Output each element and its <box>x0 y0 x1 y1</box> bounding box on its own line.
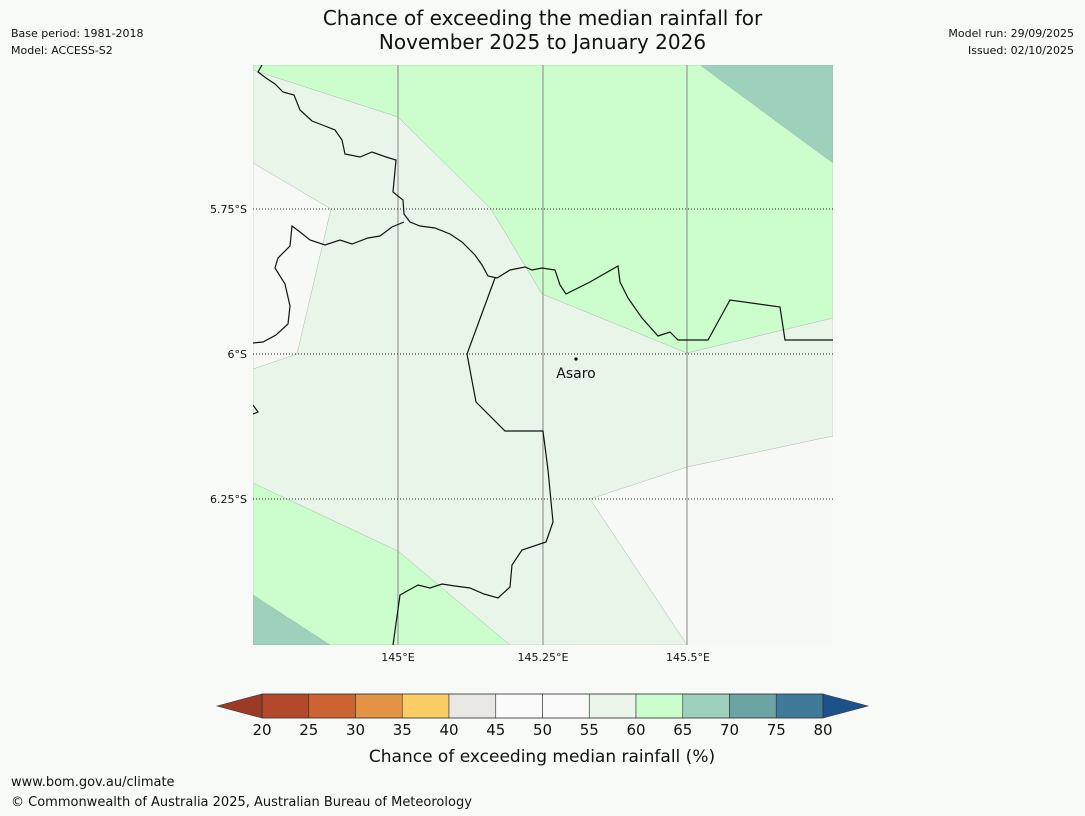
legend-label: Chance of exceeding median rainfall (%) <box>369 747 715 767</box>
issued-date: Issued: 02/10/2025 <box>967 44 1074 57</box>
legend-tick-label: 30 <box>346 721 365 739</box>
legend-cell <box>682 693 730 719</box>
legend-cells <box>261 693 824 719</box>
legend-cell <box>542 693 590 719</box>
legend-cell <box>448 693 497 719</box>
model-name: Model: ACCESS-S2 <box>11 44 113 57</box>
legend-cell <box>729 693 777 719</box>
legend-tick-label: 50 <box>533 721 552 739</box>
legend-ticks: 20 25 30 35 40 45 50 55 60 65 70 75 80 <box>252 721 832 739</box>
title-line-1: Chance of exceeding the median rainfall … <box>322 6 763 30</box>
legend-tick-label: 20 <box>252 721 271 739</box>
legend-colorbar: 20 25 30 35 40 45 50 55 60 65 70 75 80 <box>215 693 870 739</box>
lon-label-145-5e: 145.5°E <box>666 651 710 664</box>
model-run: Model run: 29/09/2025 <box>948 27 1074 40</box>
footer-url[interactable]: www.bom.gov.au/climate <box>11 775 175 790</box>
map-area[interactable] <box>253 65 833 645</box>
legend-under-arrow <box>215 693 263 719</box>
legend-cell <box>775 693 824 719</box>
header-left: Base period: 1981-2018 Model: ACCESS-S2 <box>11 25 143 59</box>
lat-label-6s: 6°S <box>228 348 247 361</box>
legend-cell <box>355 693 403 719</box>
province-borders <box>253 65 833 645</box>
border-central <box>392 277 554 645</box>
legend-tick-label: 70 <box>720 721 739 739</box>
lat-label-6-25s: 6.25°S <box>210 493 247 506</box>
legend-cell <box>588 693 637 719</box>
legend-tick-label: 65 <box>673 721 692 739</box>
map-title: Chance of exceeding the median rainfall … <box>0 6 1085 54</box>
asaro-label: Asaro <box>556 366 595 382</box>
legend-cell <box>635 693 684 719</box>
zone-65-70-southwest <box>253 594 331 645</box>
lon-axis-labels: 145°E 145.25°E 145.5°E <box>381 651 710 664</box>
lat-axis-labels: 5.75°S 6°S 6.25°S <box>210 203 247 506</box>
legend-tick-label: 75 <box>767 721 786 739</box>
legend-tick-label: 35 <box>393 721 412 739</box>
base-period: Base period: 1981-2018 <box>11 27 144 40</box>
legend-cell <box>401 693 450 719</box>
legend-tick-label: 45 <box>486 721 505 739</box>
lon-label-145e: 145°E <box>381 651 414 664</box>
zone-60-65-southwest <box>253 482 511 645</box>
legend-tick-label: 55 <box>580 721 599 739</box>
title-line-2: November 2025 to January 2026 <box>378 30 707 54</box>
lon-label-145-25e: 145.25°E <box>518 651 569 664</box>
header-right: Model run: 29/09/2025 Issued: 02/10/2025 <box>948 25 1074 59</box>
lat-label-5-75s: 5.75°S <box>210 203 247 216</box>
legend-cell <box>308 693 356 719</box>
legend-cell <box>495 693 543 719</box>
border-north <box>257 65 833 341</box>
zone-65-70-northeast <box>699 65 833 164</box>
border-west <box>253 221 405 344</box>
legend-frame <box>261 693 824 719</box>
legend-tick-label: 60 <box>626 721 645 739</box>
zone-45-55-west <box>253 162 332 370</box>
legend-tick-label: 25 <box>299 721 318 739</box>
legend-tick-label: 80 <box>813 721 832 739</box>
border-fragment <box>253 404 259 415</box>
legend-cell <box>261 693 310 719</box>
asaro-marker[interactable] <box>574 357 578 361</box>
footer-copyright: © Commonwealth of Australia 2025, Austra… <box>11 795 472 810</box>
latitude-gridlines <box>253 208 833 500</box>
legend-tick-label: 40 <box>439 721 458 739</box>
longitude-gridlines <box>397 65 688 645</box>
legend-over-arrow <box>822 693 870 719</box>
